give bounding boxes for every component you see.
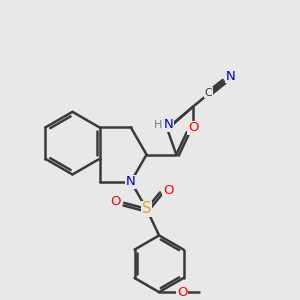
Text: N: N [164, 118, 174, 131]
Text: H: H [154, 120, 162, 130]
Text: O: O [177, 286, 188, 298]
Text: C: C [205, 88, 212, 98]
Text: O: O [163, 184, 174, 197]
Text: S: S [142, 201, 151, 216]
Text: O: O [188, 121, 199, 134]
Text: N: N [126, 175, 136, 188]
Text: N: N [226, 70, 236, 83]
Text: O: O [111, 195, 121, 208]
